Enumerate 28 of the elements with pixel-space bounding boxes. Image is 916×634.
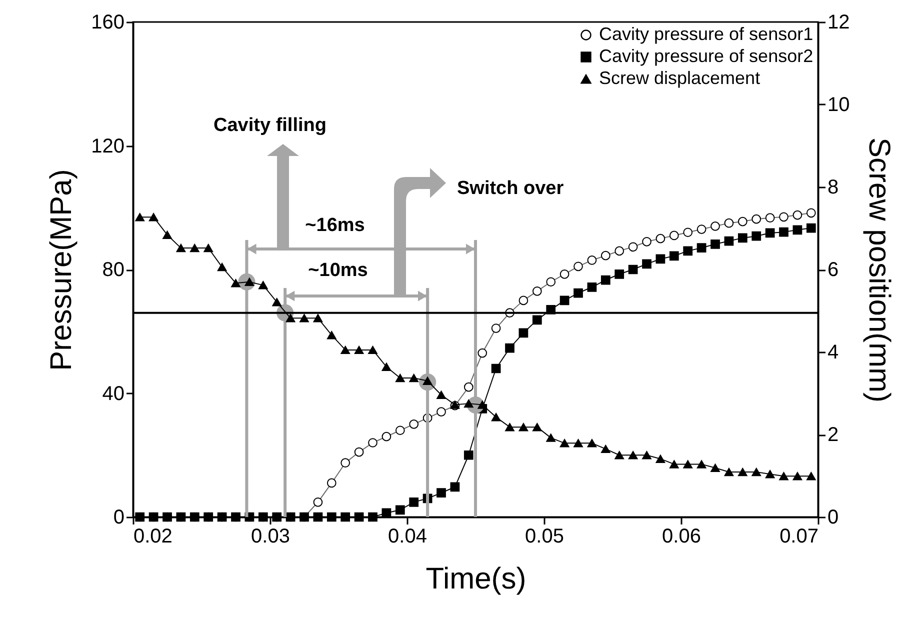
y2-tick-label: 12 xyxy=(828,12,850,34)
y-tick-label: 0 xyxy=(113,506,124,528)
y-axis-title: Pressure(MPa) xyxy=(45,169,78,371)
x-tick-label: 0.07 xyxy=(780,526,818,548)
y-tick-label: 40 xyxy=(102,382,124,405)
y2-tick-label: 4 xyxy=(828,342,839,364)
annotation: ~16ms xyxy=(305,215,365,236)
x-tick-label: 0.02 xyxy=(134,526,172,548)
legend-label: Cavity pressure of sensor1 xyxy=(599,24,814,44)
y-tick-label: 120 xyxy=(91,135,124,158)
y-tick-label: 160 xyxy=(91,12,124,34)
y2-axis-title: Screw position(mm) xyxy=(862,137,896,403)
y2-tick-label: 0 xyxy=(828,506,839,528)
y2-tick-label: 10 xyxy=(828,94,850,116)
y2-tick-label: 2 xyxy=(828,424,839,446)
legend-label: Screw displacement xyxy=(599,68,760,88)
legend-label: Cavity pressure of sensor2 xyxy=(599,46,814,66)
x-axis-title: Time(s) xyxy=(426,562,526,596)
x-tick-label: 0.04 xyxy=(388,526,427,548)
annotation: Switch over xyxy=(457,178,564,199)
y2-tick-label: 6 xyxy=(828,259,839,281)
x-tick-label: 0.03 xyxy=(251,526,290,548)
annotation: ~10ms xyxy=(308,260,368,281)
y-tick-label: 80 xyxy=(102,259,124,281)
x-tick-label: 0.06 xyxy=(662,526,701,548)
y2-tick-label: 8 xyxy=(828,176,839,198)
x-tick-label: 0.05 xyxy=(525,526,564,548)
annotation: Cavity filling xyxy=(214,115,326,136)
